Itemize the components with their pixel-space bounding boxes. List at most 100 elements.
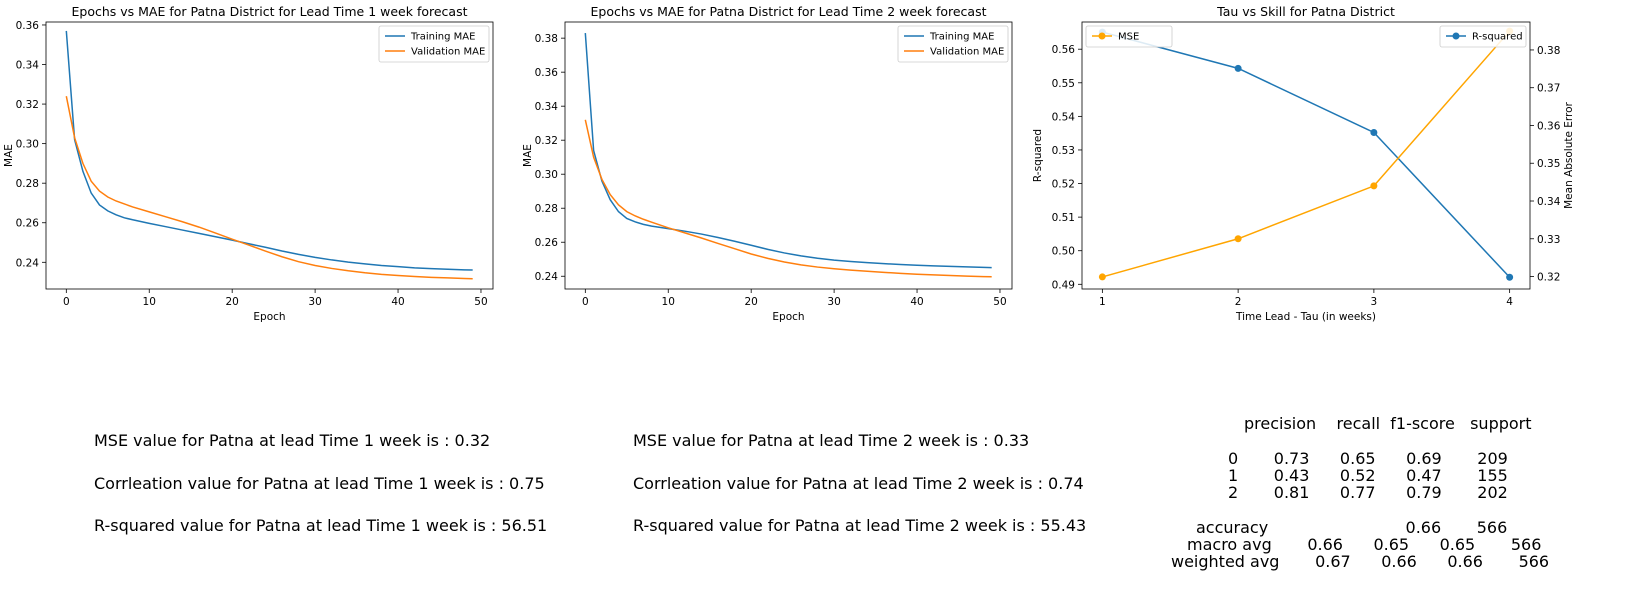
data-point-r-squared [1506,273,1514,281]
legend: MSE [1085,25,1173,48]
report-row-1: 1 0.43 0.52 0.47 155 [1228,466,1508,485]
x-tick-label: 4 [1506,296,1513,308]
chart-tau-vs-skill: Tau vs Skill for Patna District 1 2 3 4 0.49 0… [1032,4,1575,323]
y-tick-label: 0.36 [535,67,559,79]
y2-tick-label: 0.36 [1537,120,1561,132]
legend-box [1439,25,1527,48]
y-tick-label: 0.53 [1052,145,1075,157]
x-tick-label: 40 [391,296,404,308]
y-tick-label: 0.34 [16,60,40,72]
chart-title: Epochs vs MAE for Patna District for Lea… [72,4,468,19]
x-tick-label: 20 [225,296,238,308]
y2-tick-label: 0.34 [1537,196,1561,208]
y2-tick-label: 0.35 [1537,158,1560,170]
stat-mse-lead1: MSE value for Patna at lead Time 1 week … [94,431,491,450]
data-point-mse [1234,235,1242,243]
legend: R-squared [1439,25,1527,48]
x-axis-label: Epoch [772,311,804,323]
y-tick-label: 0.26 [16,218,40,230]
legend-entry-mse: MSE [1118,32,1139,43]
y-axis-label: MAE [3,144,15,167]
chart-title: Tau vs Skill for Patna District [1216,4,1395,19]
chart-title: Epochs vs MAE for Patna District for Lea… [591,4,987,19]
legend-entry-validation-mae: Validation MAE [411,47,485,58]
x-tick-label: 40 [910,296,923,308]
y-tick-label: 0.50 [1052,246,1075,258]
x-tick-label: 30 [308,296,321,308]
x-tick-label: 50 [993,296,1006,308]
y2-tick-label: 0.32 [1537,272,1560,284]
stat-correlation-lead2: Corrleation value for Patna at lead Time… [633,474,1084,493]
plot-frame [45,21,494,290]
legend: Training MAE Validation MAE [897,25,1009,63]
y-tick-label: 0.24 [16,257,40,269]
x-axis-label: Epoch [253,311,285,323]
x-tick-label: 50 [474,296,487,308]
y-tick-label: 0.34 [535,101,559,113]
legend-box [1085,25,1173,48]
legend-marker [1452,32,1460,40]
y-tick-label: 0.28 [535,203,558,215]
x-tick-label: 10 [662,296,675,308]
series-line-training-mae [65,30,473,271]
x-tick-label: 2 [1235,296,1242,308]
legend-entry-validation-mae: Validation MAE [930,47,1004,58]
legend-marker [1098,32,1106,40]
y-tick-label: 0.49 [1052,279,1075,291]
y-tick-label: 0.30 [535,169,558,181]
series-line-training-mae [584,32,992,269]
y-tick-label: 0.51 [1052,212,1075,224]
y-tick-label: 0.32 [16,99,39,111]
report-row-2: 2 0.81 0.77 0.79 202 [1228,483,1508,502]
y-tick-label: 0.38 [535,33,558,45]
report-weighted-avg: weighted avg 0.67 0.66 0.66 566 [1171,552,1550,571]
report-row-0: 0 0.73 0.65 0.69 209 [1228,449,1508,468]
x-tick-label: 0 [582,296,589,308]
charts-figure: Epochs vs MAE for Patna District for Lea… [3,4,1575,323]
stat-mse-lead2: MSE value for Patna at lead Time 2 week … [633,431,1030,450]
x-tick-label: 20 [744,296,757,308]
chart-lead2-epochs-mae: Epochs vs MAE for Patna District for Lea… [522,4,1013,323]
y-tick-label: 0.55 [1052,78,1075,90]
chart-lead1-epochs-mae: Epochs vs MAE for Patna District for Lea… [3,4,494,323]
x-axis-label: Time Lead - Tau (in weeks) [1235,311,1376,323]
y2-tick-label: 0.33 [1537,234,1560,246]
legend-entry-r-squared: R-squared [1472,32,1523,43]
report-header: precision recall f1-score support [1244,414,1532,433]
y-tick-label: 0.26 [535,237,559,249]
legend-box [378,25,490,63]
report-accuracy: accuracy 0.66 566 [1196,518,1508,537]
data-point-r-squared [1234,64,1242,72]
x-tick-label: 0 [63,296,70,308]
y-tick-label: 0.30 [16,139,39,151]
y-tick-label: 0.54 [1052,111,1076,123]
data-point-r-squared [1370,128,1378,136]
plot-frame [1081,21,1531,290]
legend: Training MAE Validation MAE [378,25,490,63]
x-tick-label: 1 [1099,296,1106,308]
y-tick-label: 0.24 [535,271,559,283]
stat-correlation-lead1: Corrleation value for Patna at lead Time… [94,474,545,493]
stat-rsquared-lead1: R-squared value for Patna at lead Time 1… [94,516,548,535]
plot-frame [564,21,1013,290]
data-point-mse [1098,273,1106,281]
data-point-mse [1370,182,1378,190]
y2-axis-label: Mean Absolute Error [1563,101,1575,208]
y-tick-label: 0.56 [1052,44,1076,56]
y2-tick-label: 0.38 [1537,45,1560,57]
y-axis-label: R-squared [1032,129,1044,182]
x-tick-label: 3 [1371,296,1378,308]
report-macro-avg: macro avg 0.66 0.65 0.65 566 [1187,535,1542,554]
series-line-r-squared [1102,31,1511,278]
y-tick-label: 0.36 [16,20,40,32]
y2-tick-label: 0.37 [1537,83,1560,95]
series-line-validation-mae [65,96,473,280]
series-line-mse [1102,30,1511,278]
legend-box [897,25,1009,63]
y-tick-label: 0.52 [1052,179,1075,191]
legend-entry-training-mae: Training MAE [410,32,475,43]
series-line-validation-mae [584,119,992,278]
y-tick-label: 0.32 [535,135,558,147]
y-axis-label: MAE [522,144,534,167]
x-tick-label: 30 [827,296,840,308]
